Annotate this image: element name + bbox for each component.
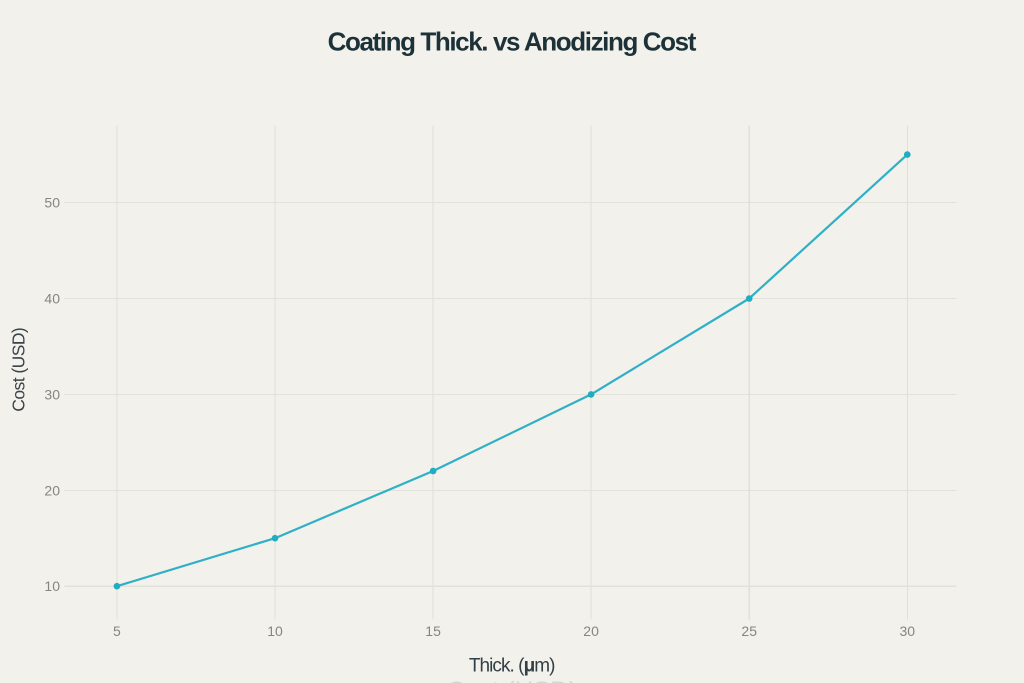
svg-text:Coating Thick. vs Anodizing Co: Coating Thick. vs Anodizing Cost (328, 27, 697, 57)
svg-text:20: 20 (44, 482, 60, 498)
svg-text:30: 30 (44, 386, 60, 402)
svg-text:50: 50 (44, 195, 60, 211)
svg-text:40: 40 (44, 291, 60, 307)
svg-text:25: 25 (741, 623, 757, 639)
svg-text:15: 15 (425, 623, 441, 639)
svg-text:Cost (USD): Cost (USD) (9, 328, 29, 412)
svg-text:5: 5 (113, 623, 121, 639)
svg-text:Cost (USD): Cost (USD) (447, 679, 577, 683)
svg-text:10: 10 (44, 578, 60, 594)
svg-text:30: 30 (900, 623, 916, 639)
svg-text:Thick. (μm): Thick. (μm) (469, 655, 555, 676)
svg-text:10: 10 (267, 623, 283, 639)
svg-text:20: 20 (583, 623, 599, 639)
